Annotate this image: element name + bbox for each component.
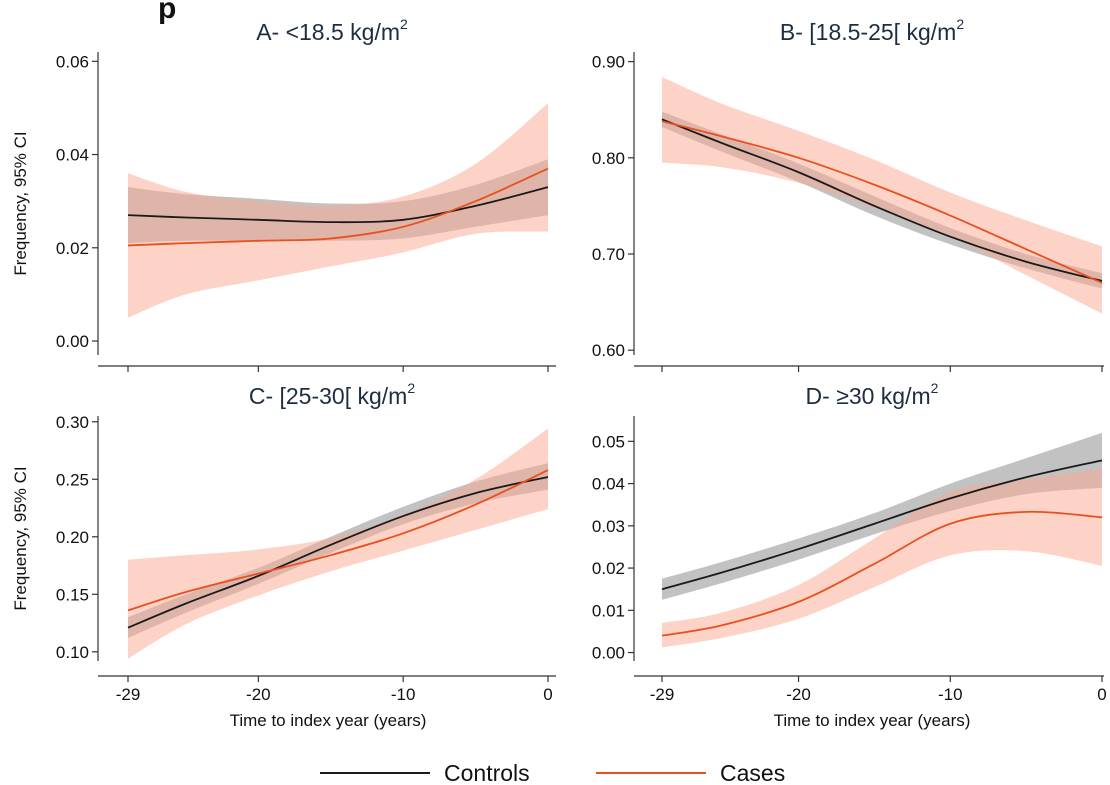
series-line-controls <box>127 186 549 224</box>
y-axis-label: Frequency, 95% CI <box>11 131 30 275</box>
x-axis-label: Time to index year (years) <box>774 711 971 730</box>
ci-band-cases <box>128 428 548 659</box>
legend-controls-label: Controls <box>444 760 530 785</box>
ci-band-cases <box>662 77 1102 314</box>
x-tick-label: -29 <box>650 685 675 704</box>
x-tick-label: -20 <box>786 685 811 704</box>
panel-1: 0.60 0.70 0.80 0.90 B- [18.5-25[ kg/m2 <box>592 16 1104 372</box>
x-tick-label: -29 <box>116 685 141 704</box>
ci-band-cases <box>128 103 548 318</box>
y-tick-label: 0.10 <box>56 643 89 662</box>
x-tick-label: -20 <box>246 685 271 704</box>
y-tick-label: 0.04 <box>592 475 625 494</box>
series-line-cases <box>127 469 549 612</box>
panel-title: A- <18.5 kg/m2 <box>256 16 408 45</box>
y-tick-label: 0.00 <box>56 332 89 351</box>
y-tick-label: 0.02 <box>592 559 625 578</box>
ci-band-cases <box>662 468 1102 648</box>
y-tick-label: 0.30 <box>56 413 89 432</box>
y-tick-label: 0.25 <box>56 470 89 489</box>
x-tick-label: -10 <box>391 685 416 704</box>
y-tick-label: 0.04 <box>56 146 89 165</box>
y-tick-label: 0.80 <box>592 149 625 168</box>
panel-0: 0.00 0.02 0.04 0.06 A- <18.5 kg/m2 Frequency,… <box>11 16 556 372</box>
legend: Controls Cases <box>320 760 785 785</box>
panel-3: 0.00 0.01 0.02 0.03 0.04 0.05 -29 -20 -10 0 D- ≥30… <box>592 380 1107 730</box>
series-line-cases <box>661 120 1103 284</box>
panel-title: C- [25-30[ kg/m2 <box>249 380 416 409</box>
y-tick-label: 0.20 <box>56 528 89 547</box>
series-line-controls <box>661 459 1103 591</box>
y-tick-label: 0.02 <box>56 239 89 258</box>
y-tick-label: 0.05 <box>592 432 625 451</box>
y-tick-label: 0.90 <box>592 53 625 72</box>
y-tick-label: 0.06 <box>56 52 89 71</box>
y-tick-label: 0.70 <box>592 245 625 264</box>
legend-cases-label: Cases <box>720 760 785 785</box>
y-axis-label: Frequency, 95% CI <box>11 466 30 610</box>
figure-top-label: p <box>158 0 176 25</box>
y-tick-label: 0.01 <box>592 601 625 620</box>
series-line-cases <box>127 167 549 247</box>
series-line-controls <box>661 118 1103 282</box>
x-tick-label: -10 <box>938 685 963 704</box>
x-axis-label: Time to index year (years) <box>230 711 427 730</box>
x-tick-label: 0 <box>1097 685 1106 704</box>
series-line-controls <box>127 476 549 629</box>
y-tick-label: 0.60 <box>592 341 625 360</box>
panels: 0.00 0.02 0.04 0.06 A- <18.5 kg/m2 Frequency,… <box>11 16 1107 730</box>
x-tick-label: 0 <box>543 685 552 704</box>
series-line-cases <box>661 510 1103 637</box>
panel-title: D- ≥30 kg/m2 <box>806 380 939 409</box>
y-tick-label: 0.15 <box>56 585 89 604</box>
panel-2: 0.10 0.15 0.20 0.25 0.30 -29 -20 -10 0 C- [25-30[… <box>11 380 556 730</box>
panel-title: B- [18.5-25[ kg/m2 <box>780 16 964 45</box>
y-tick-label: 0.03 <box>592 517 625 536</box>
y-tick-label: 0.00 <box>592 644 625 663</box>
